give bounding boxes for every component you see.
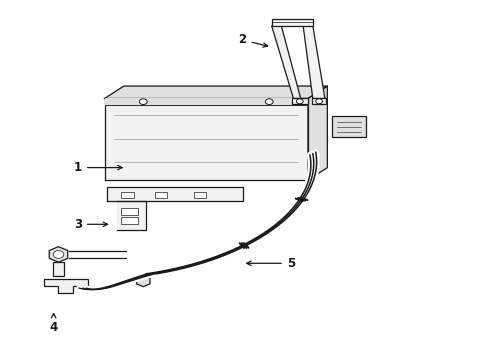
Polygon shape [332,116,366,138]
Polygon shape [44,279,88,293]
Polygon shape [308,86,327,180]
Polygon shape [122,217,138,224]
Polygon shape [104,86,327,99]
Polygon shape [303,26,325,99]
Text: 5: 5 [247,257,295,270]
Polygon shape [49,247,68,262]
Polygon shape [292,99,308,104]
Polygon shape [104,99,308,180]
Circle shape [266,99,273,104]
Text: 3: 3 [74,218,108,231]
Polygon shape [53,261,64,276]
Polygon shape [122,208,138,215]
Polygon shape [137,275,150,287]
Polygon shape [155,192,168,198]
Text: 2: 2 [239,33,268,47]
Polygon shape [271,26,301,99]
Text: 1: 1 [74,161,122,174]
Circle shape [316,99,322,104]
Polygon shape [104,99,308,105]
Polygon shape [312,99,326,104]
Circle shape [53,251,64,258]
Polygon shape [271,19,313,26]
Circle shape [296,99,303,104]
Polygon shape [117,201,146,230]
Polygon shape [194,192,206,198]
Polygon shape [107,187,243,201]
Circle shape [139,99,147,104]
Polygon shape [122,192,134,198]
Text: 4: 4 [49,314,58,334]
